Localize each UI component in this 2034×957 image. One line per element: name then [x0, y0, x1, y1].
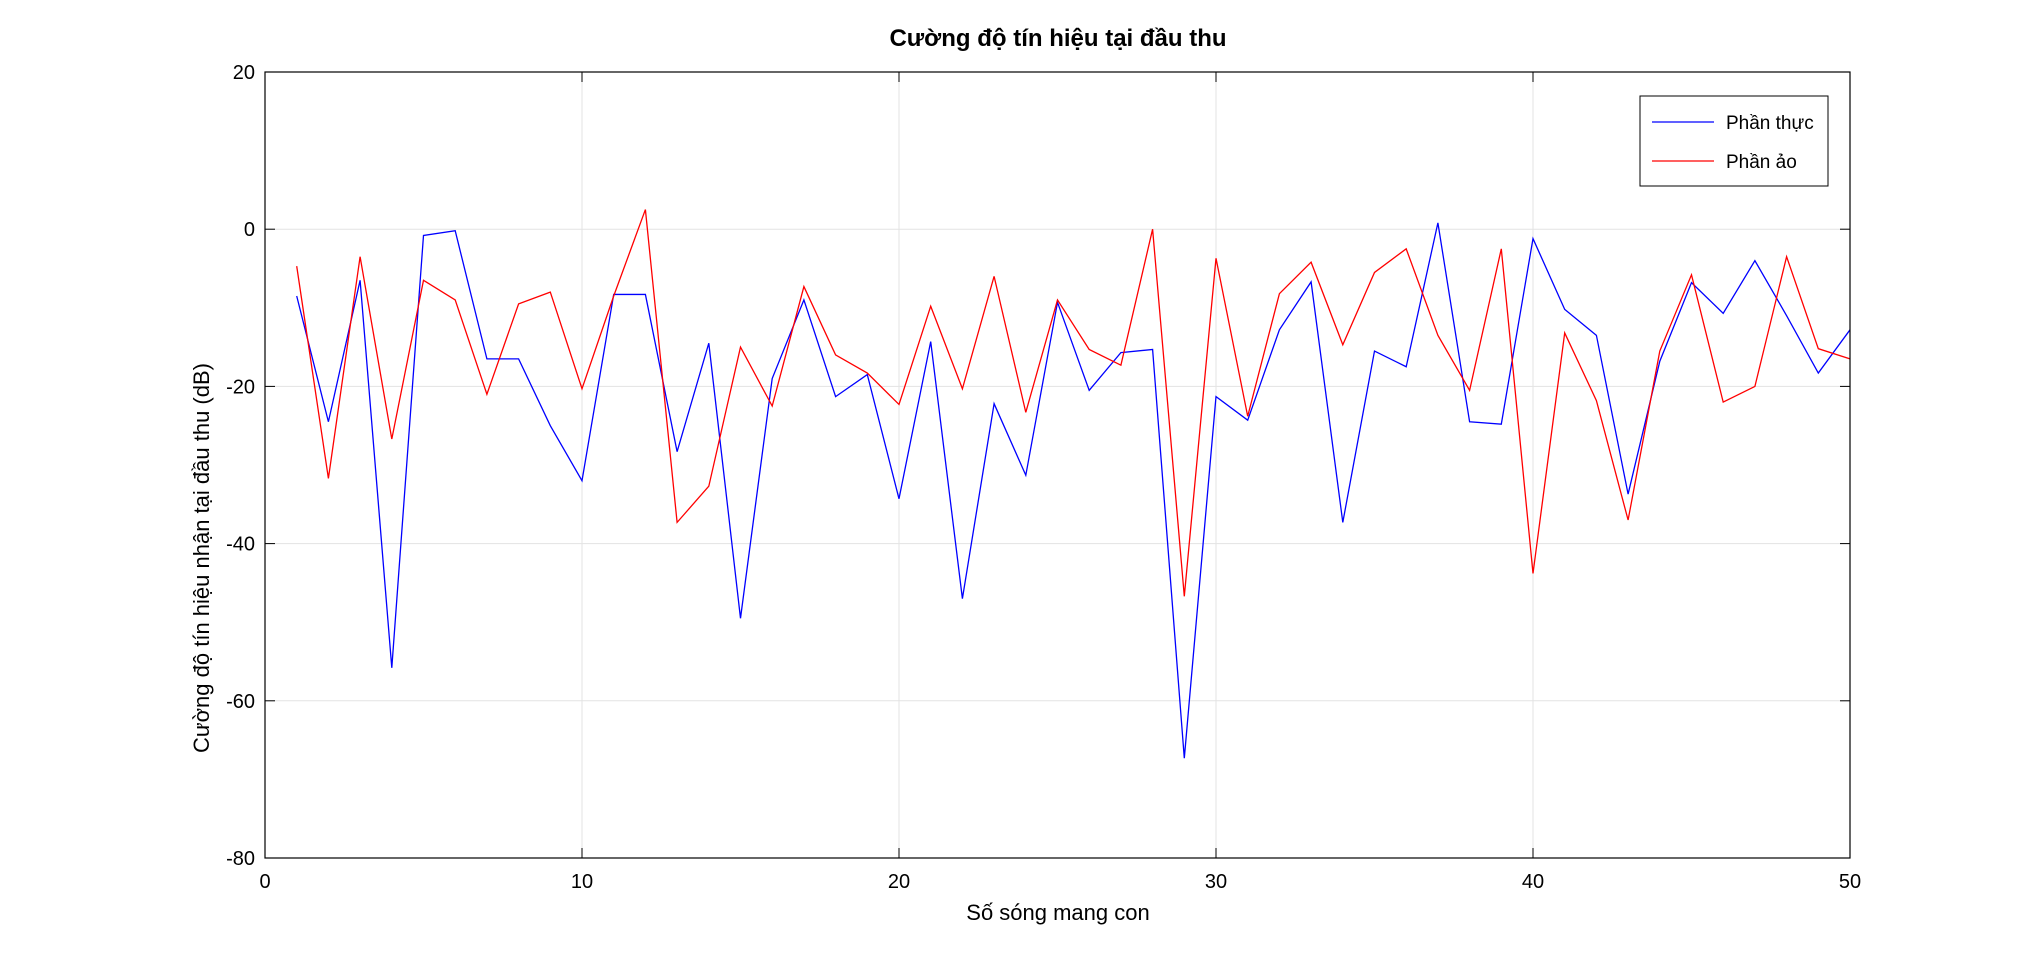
y-tick-label: 20 — [233, 62, 255, 84]
series-line-real — [296, 222, 1851, 759]
series-lines — [296, 209, 1851, 759]
plot-frame — [264, 71, 1851, 859]
x-tick-label: 10 — [571, 871, 593, 893]
y-tick-label: -80 — [226, 848, 255, 870]
x-tick-label: 30 — [1205, 871, 1227, 893]
legend-label-real: Phần thực — [1726, 113, 1814, 134]
y-tick-label: 0 — [244, 219, 255, 241]
y-tick-label: -20 — [226, 376, 255, 398]
x-tick-label: 0 — [259, 871, 270, 893]
y-tick-label: -40 — [226, 534, 255, 556]
chart-title: Cường độ tín hiệu tại đầu thu — [889, 25, 1226, 52]
axis-ticks: 0 10 20 30 40 50 -80 -60 -40 -20 0 20 — [226, 62, 1861, 893]
legend-label-imag: Phần ảo — [1726, 152, 1797, 173]
y-tick-label: -60 — [226, 691, 255, 713]
x-tick-label: 40 — [1522, 871, 1544, 893]
x-tick-label: 50 — [1839, 871, 1861, 893]
x-axis-label: Số sóng mang con — [966, 900, 1149, 925]
legend: Phần thực Phần ảo — [1639, 95, 1829, 187]
series-line-imag — [296, 209, 1851, 597]
x-tick-label: 20 — [888, 871, 910, 893]
y-axis-label: Cường độ tín hiệu nhận tại đầu thu (dB) — [189, 363, 214, 753]
grid — [264, 71, 1851, 859]
legend-box — [1639, 95, 1829, 187]
